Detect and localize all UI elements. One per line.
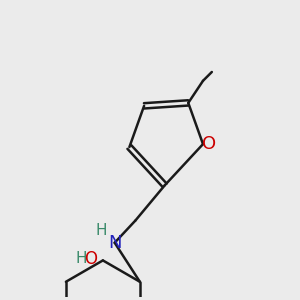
Text: N: N	[108, 234, 122, 252]
Text: O: O	[85, 250, 98, 268]
Text: H: H	[75, 251, 87, 266]
Text: O: O	[202, 135, 217, 153]
Text: H: H	[96, 224, 107, 238]
